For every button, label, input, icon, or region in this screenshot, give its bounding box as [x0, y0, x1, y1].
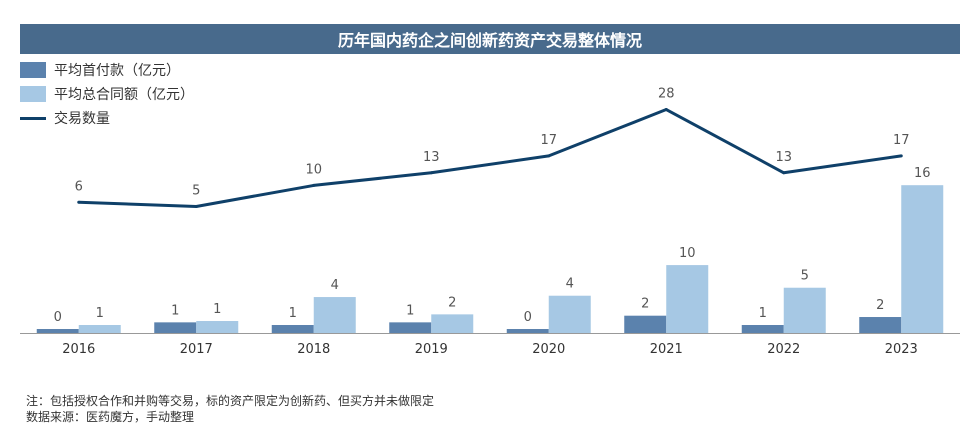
bar-label-upfront-2017: 1 — [171, 303, 179, 318]
bar-label-total-2017: 1 — [213, 302, 221, 317]
point-count-2018 — [312, 183, 316, 187]
bar-upfront-2019 — [389, 322, 432, 333]
bar-total-2022 — [783, 287, 826, 333]
line-label-count-2019: 13 — [423, 150, 440, 165]
legend-item-count: 交易数量 — [20, 106, 194, 130]
bar-label-total-2023: 16 — [914, 166, 931, 181]
footnote: 注：包括授权合作和并购等交易，标的资产限定为创新药、但买方并未做限定 — [26, 394, 435, 408]
point-count-2019 — [429, 171, 433, 175]
point-count-2017 — [194, 205, 198, 208]
legend-item-upfront: 平均首付款（亿元） — [20, 58, 194, 82]
notes: 注：包括授权合作和并购等交易，标的资产限定为创新药、但买方并未做限定 数据来源：… — [26, 393, 434, 425]
line-label-count-2020: 17 — [540, 133, 557, 148]
bar-upfront-2017 — [154, 322, 197, 333]
legend-swatch-upfront — [20, 62, 46, 78]
x-tick-label-2022: 2022 — [767, 342, 800, 357]
bar-label-total-2020: 4 — [566, 277, 574, 292]
bar-total-2019 — [431, 314, 474, 333]
bar-total-2023 — [901, 185, 944, 333]
bar-label-total-2018: 4 — [331, 278, 339, 293]
legend: 平均首付款（亿元） 平均总合同额（亿元） 交易数量 — [20, 58, 194, 130]
point-count-2016 — [77, 200, 81, 204]
bar-upfront-2023 — [859, 317, 902, 333]
x-tick-label-2018: 2018 — [297, 342, 330, 357]
legend-label-total: 平均总合同额（亿元） — [54, 87, 194, 103]
bar-label-upfront-2021: 2 — [641, 297, 649, 312]
point-count-2020 — [547, 154, 551, 158]
x-tick-label-2017: 2017 — [180, 342, 213, 357]
line-label-count-2017: 5 — [192, 184, 200, 199]
bar-label-total-2021: 10 — [679, 246, 696, 261]
legend-label-count: 交易数量 — [54, 111, 110, 127]
bar-total-2017 — [196, 321, 239, 333]
bar-total-2018 — [313, 297, 356, 333]
bar-upfront-2020 — [506, 329, 549, 333]
bar-total-2021 — [666, 265, 709, 333]
legend-item-total: 平均总合同额（亿元） — [20, 82, 194, 106]
point-count-2023 — [899, 154, 903, 158]
x-tick-label-2016: 2016 — [62, 342, 95, 357]
line-label-count-2016: 6 — [75, 179, 83, 194]
legend-label-upfront: 平均首付款（亿元） — [54, 63, 180, 79]
legend-swatch-total — [20, 86, 46, 102]
bar-label-upfront-2018: 1 — [289, 306, 297, 321]
bar-label-total-2022: 5 — [801, 269, 809, 284]
bar-label-total-2019: 2 — [448, 295, 456, 310]
chart-title: 历年国内药企之间创新药资产交易整体情况 — [20, 24, 960, 54]
x-tick-label-2023: 2023 — [885, 342, 918, 357]
bar-upfront-2016 — [36, 329, 79, 333]
line-count — [78, 108, 902, 208]
bar-label-upfront-2019: 1 — [406, 303, 414, 318]
x-tick-label-2021: 2021 — [650, 342, 683, 357]
bar-upfront-2018 — [271, 325, 314, 333]
line-label-count-2018: 10 — [305, 162, 322, 177]
bar-total-2020 — [548, 295, 591, 333]
point-count-2022 — [782, 171, 786, 175]
legend-swatch-count — [20, 116, 46, 120]
bar-label-upfront-2023: 2 — [876, 298, 884, 313]
point-count-2021 — [664, 108, 668, 112]
line-label-count-2021: 28 — [658, 87, 675, 102]
x-tick-label-2019: 2019 — [415, 342, 448, 357]
line-label-count-2022: 13 — [775, 150, 792, 165]
x-tick-label-2020: 2020 — [532, 342, 565, 357]
bar-label-upfront-2016: 0 — [54, 310, 62, 325]
bar-upfront-2021 — [624, 315, 667, 333]
bar-total-2016 — [78, 325, 121, 333]
bar-label-total-2016: 1 — [96, 306, 104, 321]
line-label-count-2023: 17 — [893, 133, 910, 148]
chart-plot: 0 1 2016 1 1 2017 1 4 2018 1 2 2019 0 4 2020 2 10 2021 1 5 2… — [20, 87, 960, 357]
bar-label-upfront-2020: 0 — [524, 310, 532, 325]
bar-upfront-2022 — [741, 325, 784, 333]
data-source: 数据来源：医药魔方，手动整理 — [26, 410, 195, 424]
bar-label-upfront-2022: 1 — [759, 306, 767, 321]
